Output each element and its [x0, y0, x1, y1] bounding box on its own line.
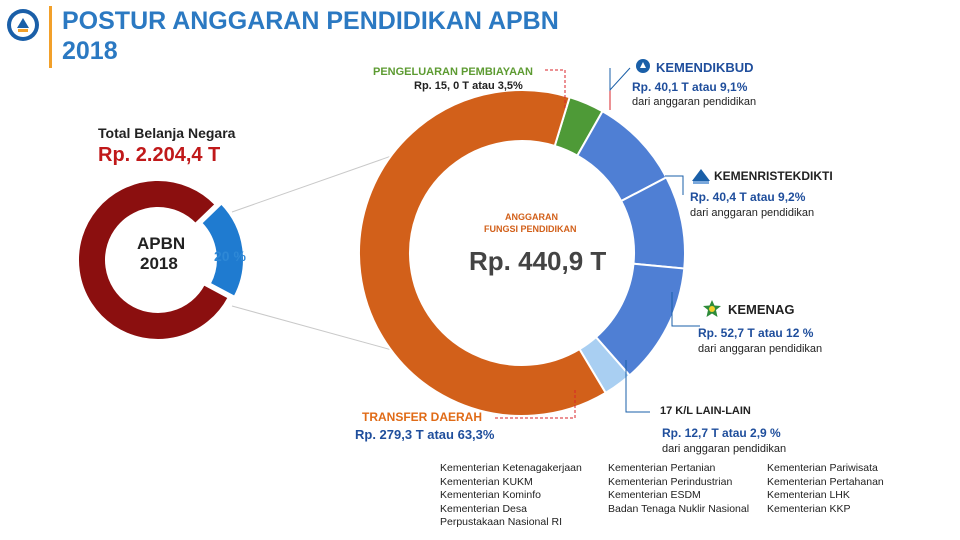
title-accent-bar	[49, 6, 52, 68]
ministry-list-item: Kementerian Pertanian	[608, 462, 716, 474]
kemenristekdikti-icon	[692, 169, 710, 184]
ministry-list-col3: Kementerian Pariwisata Kementerian Pertah…	[767, 462, 884, 516]
lain-name: 17 K/L LAIN-LAIN	[660, 405, 751, 417]
total-value: Rp. 2.204,4 T	[98, 144, 221, 166]
edu-center-label-2: FUNGSI PENDIDIKAN	[484, 224, 577, 234]
ministry-list-col2: Kementerian Pertanian Kementerian Perindu…	[608, 462, 749, 516]
transfer-name: TRANSFER DAERAH	[362, 410, 482, 424]
kemendikbud-icon	[636, 59, 650, 73]
callout-lines	[495, 67, 700, 419]
total-label: Total Belanja Negara	[98, 125, 236, 141]
ministry-list-item: Kementerian LHK	[767, 489, 850, 501]
kemenristekdikti-note: dari anggaran pendidikan	[690, 207, 815, 219]
edu-center-label-1: ANGGARAN	[505, 212, 558, 222]
apbn-line1: APBN	[137, 234, 186, 253]
kemenristekdikti-name: KEMENRISTEKDIKTI	[714, 169, 833, 183]
apbn-line2: 2018	[140, 254, 178, 273]
ministry-list-col1: Kementerian Ketenagakerjaan Kementerian K…	[440, 462, 582, 530]
slice-anggaran-pendidikan	[199, 202, 245, 299]
lain-note: dari anggaran pendidikan	[662, 443, 787, 455]
ministry-list-item: Perpustakaan Nasional RI	[440, 516, 562, 528]
ministry-list-item: Kementerian Pertahanan	[767, 475, 884, 488]
slice-lainnya	[77, 179, 230, 341]
ministry-list-item: Kementerian Ketenagakerjaan	[440, 462, 582, 474]
kemenag-note: dari anggaran pendidikan	[698, 343, 823, 355]
ministry-list-item: Kementerian ESDM	[608, 489, 701, 501]
share-label: 20 %	[214, 248, 246, 264]
big-donut	[358, 89, 686, 417]
edu-center-value: Rp. 440,9 T	[469, 246, 607, 276]
kemendikbud-name: KEMENDIKBUD	[656, 60, 754, 75]
pembiayaan-name: PENGELUARAN PEMBIAYAAN	[373, 66, 533, 78]
ministry-list-item: Kementerian KKP	[767, 502, 851, 515]
kemendikbud-logo	[7, 9, 39, 41]
pembiayaan-value: Rp. 15, 0 T atau 3,5%	[414, 80, 523, 92]
ministry-list-item: Kementerian Pariwisata	[767, 462, 878, 474]
kemenristekdikti-value: Rp. 40,4 T atau 9,2%	[690, 190, 806, 204]
ministry-list-item: Kementerian Perindustrian	[608, 475, 733, 488]
page-title: POSTUR ANGGARAN PENDIDIKAN APBN 2018	[62, 7, 559, 65]
kemendikbud-value: Rp. 40,1 T atau 9,1%	[632, 80, 748, 94]
slice-transfer-daerah	[358, 89, 608, 417]
lain-value: Rp. 12,7 T atau 2,9 %	[662, 426, 781, 440]
ministry-list-item: Badan Tenaga Nuklir Nasional	[608, 502, 750, 515]
transfer-value: Rp. 279,3 T atau 63,3%	[355, 427, 495, 442]
small-donut	[77, 179, 245, 341]
ministry-list-item: Kementerian KUKM	[440, 475, 533, 488]
kemenag-icon	[703, 300, 721, 317]
kemendikbud-note: dari anggaran pendidikan	[632, 96, 757, 108]
kemenag-value: Rp. 52,7 T atau 12 %	[698, 326, 814, 340]
ministry-list-item: Kementerian Kominfo	[440, 489, 541, 501]
kemenag-name: KEMENAG	[728, 302, 795, 317]
ministry-list-item: Kementerian Desa	[440, 502, 527, 515]
